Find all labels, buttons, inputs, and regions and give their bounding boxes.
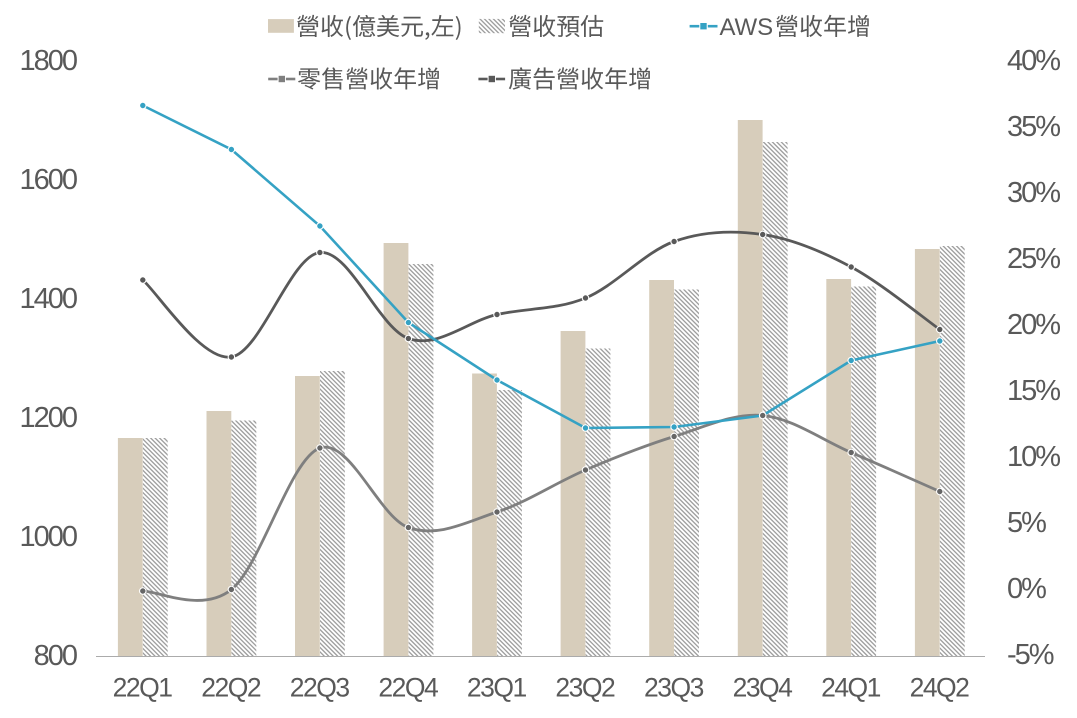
svg-text:0%: 0% xyxy=(1007,573,1046,605)
svg-text:30%: 30% xyxy=(1007,177,1060,209)
svg-text:23Q4: 23Q4 xyxy=(733,673,793,703)
svg-text:24Q1: 24Q1 xyxy=(821,673,881,703)
svg-text:10%: 10% xyxy=(1007,441,1060,473)
svg-text:15%: 15% xyxy=(1007,375,1060,407)
svg-text:-5%: -5% xyxy=(1007,639,1054,671)
svg-text:35%: 35% xyxy=(1007,111,1060,143)
svg-text:22Q3: 22Q3 xyxy=(290,673,350,703)
svg-text:23Q1: 23Q1 xyxy=(467,673,527,703)
svg-text:AWS: AWS xyxy=(720,14,773,41)
svg-text:22Q4: 22Q4 xyxy=(378,673,438,703)
svg-text:5%: 5% xyxy=(1007,507,1046,539)
svg-text:22Q1: 22Q1 xyxy=(113,673,173,703)
svg-text:22Q2: 22Q2 xyxy=(201,673,261,703)
svg-text:20%: 20% xyxy=(1007,309,1060,341)
svg-text:800: 800 xyxy=(34,640,77,672)
svg-text:23Q3: 23Q3 xyxy=(644,673,704,703)
svg-text:1800: 1800 xyxy=(19,45,76,77)
svg-text:1400: 1400 xyxy=(19,283,76,315)
svg-text:24Q2: 24Q2 xyxy=(910,673,970,703)
svg-text:25%: 25% xyxy=(1007,243,1060,275)
svg-text:23Q2: 23Q2 xyxy=(555,673,615,703)
svg-text:1200: 1200 xyxy=(19,402,76,434)
svg-text:1600: 1600 xyxy=(19,164,76,196)
svg-text:40%: 40% xyxy=(1007,45,1060,77)
svg-text:1000: 1000 xyxy=(19,521,76,553)
